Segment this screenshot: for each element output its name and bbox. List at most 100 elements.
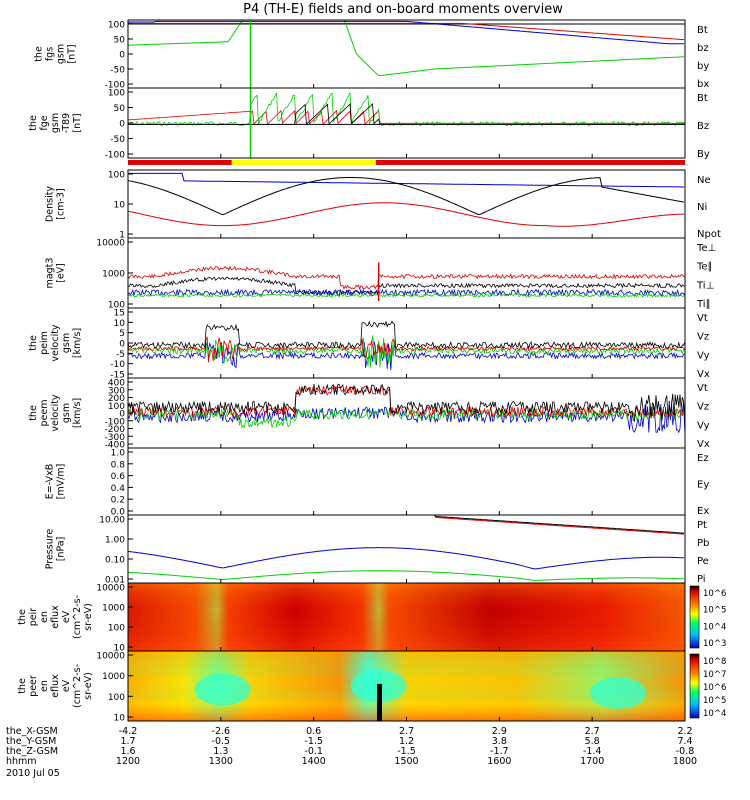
x-tick-label: 5.8	[585, 736, 600, 747]
y-axis-label: gsm	[61, 403, 72, 423]
colorbar	[689, 653, 700, 719]
legend-Te⊥: Te⊥	[696, 243, 716, 254]
spectrogram-blob	[590, 677, 647, 709]
series-bx	[128, 20, 684, 45]
y-tick-label: 10	[114, 319, 126, 329]
y-axis-label: peir	[28, 608, 39, 627]
legend-Vt: Vt	[697, 383, 708, 394]
y-tick-label: 1000	[102, 270, 125, 280]
x-tick-label: -0.5	[212, 736, 231, 747]
y-tick-label: 1.00	[105, 536, 125, 546]
panel-frame	[127, 514, 686, 584]
y-tick-label: 1000	[102, 672, 125, 682]
y-tick-label: 400	[108, 379, 125, 389]
x-row-label: the_X-GSM	[6, 726, 58, 737]
x-tick-label: 1400	[302, 756, 326, 767]
y-axis-label: velocity	[50, 324, 61, 362]
y-tick-label: 10000	[96, 652, 125, 662]
y-axis-label: peim	[39, 331, 50, 355]
y-tick-label: -50	[110, 135, 125, 145]
x-tick-label: 1.6	[120, 746, 135, 757]
y-tick-label: 50	[114, 104, 126, 114]
legend-Ex: Ex	[697, 506, 709, 517]
y-axis-label: E=-VxB	[45, 464, 56, 499]
x-tick-label: 7.4	[677, 736, 692, 747]
panel-9: 10000 1000 100 10 the peir en eflux eV (cm^2-s-sr…	[17, 582, 726, 654]
y-tick-label: -300	[105, 433, 126, 443]
series-Vt	[128, 383, 685, 423]
y-tick-label: 15	[114, 309, 125, 319]
x-tick-label: 1300	[209, 756, 233, 767]
y-axis-label: (cm^2-s-	[72, 595, 83, 639]
x-tick-label: -2.6	[212, 726, 231, 737]
colorbar-label: 10^6	[703, 589, 726, 599]
series-Teperp	[128, 265, 685, 291]
x-row-label: the_Z-GSM	[6, 746, 58, 757]
y-axis-label: fge	[39, 115, 50, 130]
y-axis-label: eflux	[50, 605, 61, 629]
legend-Pb: Pb	[697, 538, 709, 549]
y-axis-label: eV	[61, 679, 72, 692]
legend-Vy: Vy	[697, 420, 710, 431]
legend-Vx: Vx	[697, 369, 710, 380]
x-tick-label: 1500	[394, 756, 418, 767]
x-tick-label: 1800	[673, 756, 697, 767]
y-axis-label: [km/s]	[72, 328, 83, 358]
legend-Vt: Vt	[697, 313, 708, 324]
y-tick-label: 100	[108, 693, 125, 703]
y-tick-label: 5	[119, 329, 125, 339]
y-tick-label: -10	[110, 360, 125, 370]
panel-5-plot	[128, 320, 685, 371]
colorbar-label: 10^6	[703, 683, 726, 693]
panel-frame	[127, 447, 686, 516]
y-tick-label: -50	[110, 66, 125, 76]
data-gap-bar	[376, 683, 382, 721]
y-axis-label: velocity	[50, 394, 61, 432]
series-Pi	[128, 547, 685, 570]
panel-8: 10.00 1.00 0.10 0.01 Pressure [nPa] Pt Pb Pe Pi	[45, 514, 709, 586]
y-axis-label: gsm	[56, 44, 67, 64]
y-axis-label: -T89	[61, 113, 72, 133]
y-tick-label: 0	[119, 410, 125, 420]
series-Tepar	[128, 276, 685, 296]
colorbar-label: 10^8	[703, 657, 726, 667]
y-axis-label: the	[28, 115, 39, 131]
legend-Pi: Pi	[697, 574, 706, 585]
x-tick-label: 2.7	[585, 726, 600, 737]
series-Vz	[128, 336, 685, 363]
series-Ne	[128, 202, 684, 227]
y-tick-label: -200	[105, 425, 126, 435]
colorbar-label: 10^5	[703, 606, 726, 616]
x-tick-label: -1.5	[397, 746, 416, 757]
y-axis-label: the	[28, 335, 39, 351]
legend-Bz: Bz	[697, 121, 709, 132]
y-tick-label: 0	[119, 340, 125, 350]
y-tick-label: 100	[108, 171, 125, 181]
panel-2-plot	[128, 88, 685, 158]
y-axis-label: [km/s]	[72, 398, 83, 428]
legend-Ni: Ni	[697, 202, 707, 213]
series-Pb	[128, 515, 685, 535]
panel-1: 100 50 0 -50 -100 the fgs gsm [nT] Bt bz by bx	[34, 19, 709, 91]
spectrogram-blob	[194, 673, 251, 706]
y-tick-label: 1	[119, 231, 125, 241]
legend-Ti⊥: Ti⊥	[696, 280, 714, 291]
y-axis-label: peem	[39, 400, 50, 427]
series-Npot	[128, 172, 684, 188]
legend-Bt: Bt	[697, 93, 708, 104]
panel-4-plot	[128, 262, 685, 301]
series-Bz	[128, 109, 685, 126]
x-tick-label: -1.7	[490, 746, 509, 757]
y-axis-label: the	[34, 46, 45, 62]
panel-3: 100 10 1 Density [cm-3] Ne Ni Npot	[45, 169, 721, 241]
y-axis-label: Density	[45, 186, 56, 222]
series-bz	[128, 22, 685, 41]
status-bar-yellow	[231, 160, 376, 165]
y-tick-label: 0.10	[105, 556, 125, 566]
y-axis-label: sr-eV)	[83, 603, 94, 631]
x-tick-label: 1.3	[213, 746, 228, 757]
panel-7: 1.00.8 0.6 0.4 0.2 0.0 E=-VxB [mV/m] Ez Ey Ex	[45, 447, 709, 518]
y-tick-label: 0.0	[111, 508, 126, 518]
legend-Ne: Ne	[697, 175, 711, 186]
status-bar-red	[128, 160, 685, 165]
